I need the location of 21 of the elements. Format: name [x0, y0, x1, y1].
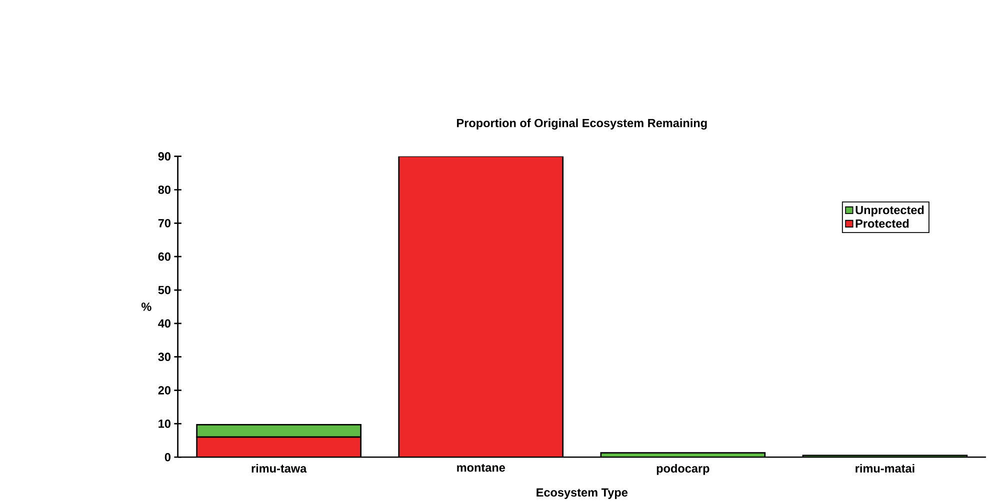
x-tick-label: montane [457, 464, 506, 472]
y-tick-label: 80 [158, 186, 170, 194]
y-tick-label: 60 [158, 252, 170, 261]
y-tick-label: 30 [158, 352, 170, 362]
legend-label: Unprotected [856, 206, 924, 217]
bar [398, 156, 564, 458]
y-tick-label: 20 [158, 386, 170, 394]
legend-label: Protected [856, 219, 909, 228]
x-axis-title: Ecosystem Type [536, 488, 628, 499]
y-tick-label: 70 [158, 219, 170, 228]
x-tick-label: podocarp [656, 464, 710, 475]
y-tick-label: 10 [158, 420, 170, 428]
y-tick-label: 50 [158, 286, 170, 294]
x-tick-label: rimu-tawa [252, 464, 307, 473]
y-tick-label: 40 [158, 319, 170, 328]
bar [196, 437, 361, 458]
y-tick-label: 90 [158, 152, 170, 161]
chart-title: Proportion of Original Ecosystem Remaining [457, 118, 707, 130]
y-axis-title: % [141, 302, 152, 311]
x-tick-label: rimu-matai [856, 464, 914, 473]
y-tick-label: 0 [164, 452, 170, 462]
